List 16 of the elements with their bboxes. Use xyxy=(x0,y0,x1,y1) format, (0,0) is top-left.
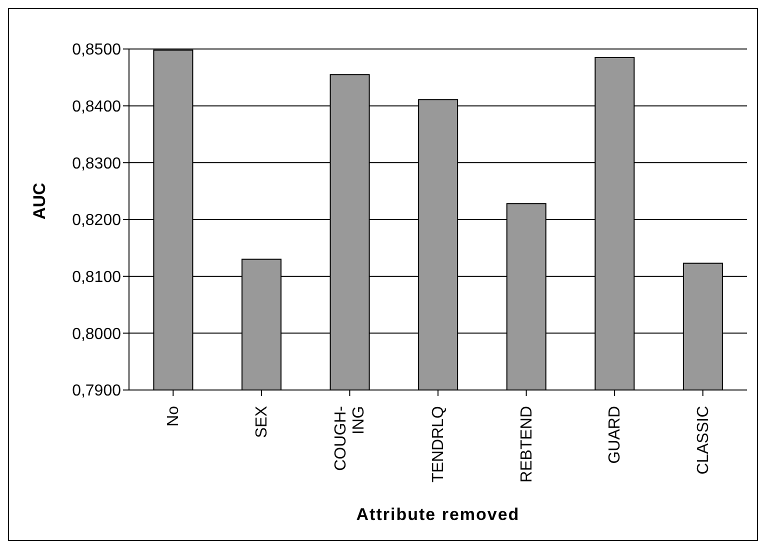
x-tick-label: TENDRLQ xyxy=(430,406,447,482)
y-tick-label: 0,8300 xyxy=(72,155,122,172)
x-tick-label: REBTEND xyxy=(518,406,536,482)
x-tick-label: SEX xyxy=(253,406,270,438)
y-tick-label: 0,8400 xyxy=(72,98,122,116)
x-tick-label: GUARD xyxy=(606,406,624,464)
y-tick-label: 0,7900 xyxy=(72,382,122,400)
x-tick-label: No xyxy=(165,406,182,426)
x-tick-label: COUGH- ING xyxy=(332,406,368,471)
x-tick-label: CLASSIC xyxy=(694,406,712,474)
y-axis-title: AUC xyxy=(30,182,50,220)
x-axis-title: Attribute removed xyxy=(356,505,520,524)
y-tick-label: 0,8200 xyxy=(72,212,122,230)
y-tick-label: 0,8100 xyxy=(72,269,122,286)
y-tick-label: 0,8500 xyxy=(72,42,122,59)
y-tick-label: 0,8000 xyxy=(72,326,122,343)
